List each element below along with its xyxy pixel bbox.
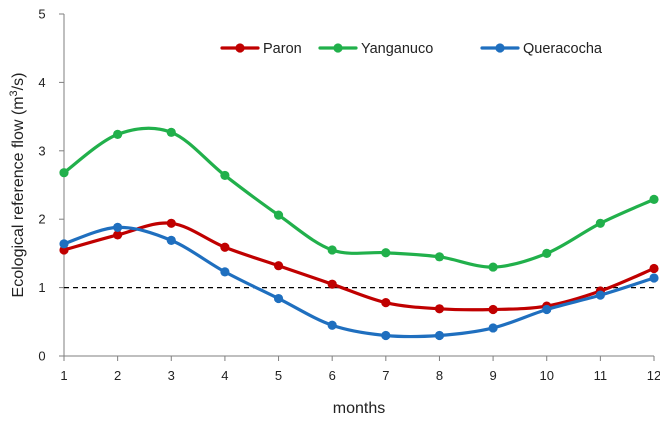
legend-swatch-marker [333,43,343,53]
data-point-paron [381,298,391,308]
x-tick-label: 12 [647,368,660,383]
data-point-paron [327,279,337,289]
x-tick-label: 1 [60,368,67,383]
data-point-yanganuco [595,218,605,228]
data-point-queracocha [327,320,337,330]
legend-swatch-marker [495,43,505,53]
data-point-paron [434,304,445,314]
data-point-yanganuco [113,129,123,139]
data-point-queracocha [649,273,659,283]
data-point-yanganuco [542,248,552,258]
data-point-queracocha [595,290,605,300]
y-tick-label: 5 [38,7,45,22]
data-point-yanganuco [220,170,230,181]
data-point-yanganuco [434,252,445,262]
y-tick-label: 3 [38,143,45,158]
series-line-yanganuco [62,126,656,269]
data-point-yanganuco [273,210,284,220]
x-tick-label: 4 [221,368,228,383]
legend-item-paron: Paron [220,41,302,57]
x-tick-label: 9 [489,368,496,383]
data-point-queracocha [113,222,123,233]
x-tick-label: 10 [539,368,553,383]
series-line-paron [62,221,656,312]
data-point-queracocha [59,239,69,249]
data-point-queracocha [220,267,230,277]
x-tick-label: 11 [594,368,608,383]
y-tick-label: 2 [38,212,45,227]
legend-label-paron: Paron [263,41,302,57]
data-point-yanganuco [649,194,659,204]
x-tick-label: 7 [382,368,389,383]
data-point-yanganuco [59,168,69,178]
legend-label-queracocha: Queracocha [523,41,603,57]
data-point-yanganuco [381,248,391,258]
data-point-queracocha [381,330,391,341]
legend-item-queracocha: Queracocha [480,41,603,57]
series-yanganuco [59,126,659,272]
data-point-queracocha [488,323,498,333]
x-tick-label: 8 [436,368,443,383]
data-point-yanganuco [327,245,337,255]
x-tick-label: 6 [329,368,336,383]
legend: Paron Yanganuco Queracocha [220,41,603,57]
data-point-paron [220,242,230,252]
y-axis-title: Ecological reference flow (m3/s) [8,73,27,298]
legend-swatch-marker [235,43,245,53]
data-point-paron [113,230,123,240]
x-axis-title: months [333,400,385,417]
data-point-queracocha [542,304,552,315]
y-tick-label: 1 [38,280,45,295]
y-tick-label: 4 [38,75,45,90]
data-point-queracocha [434,330,445,341]
x-tick-label: 3 [168,368,175,383]
x-tick-label: 5 [275,368,282,383]
series-queracocha [59,222,659,341]
data-point-yanganuco [166,127,176,137]
data-point-paron [166,218,176,228]
data-point-queracocha [166,235,176,246]
data-point-paron [649,263,659,274]
series-layer [59,126,659,341]
data-point-queracocha [273,293,284,304]
series-line-queracocha [62,225,656,339]
x-tick-label: 2 [114,368,121,383]
data-point-paron [273,261,284,271]
data-point-yanganuco [488,262,498,272]
data-point-paron [488,304,498,315]
legend-item-yanganuco: Yanganuco [318,41,433,57]
legend-label-yanganuco: Yanganuco [361,41,433,57]
y-tick-label: 0 [38,349,45,364]
